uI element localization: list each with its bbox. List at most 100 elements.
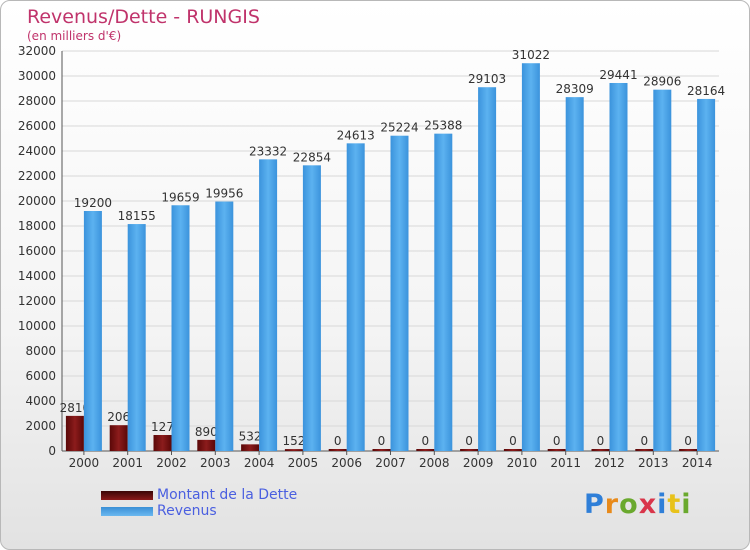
data-label-dette: 0 [597,434,605,448]
bar-dette [372,449,391,451]
logo-letter: o [619,489,639,520]
data-label-revenus: 22854 [293,150,331,164]
data-label-dette: 0 [421,434,429,448]
data-label-dette: 127 [151,420,174,434]
x-tick-label: 2004 [244,456,275,470]
bar-dette [679,449,698,451]
bar-dette [328,449,347,451]
data-label-dette: 0 [553,434,561,448]
y-tick-label: 4000 [25,394,56,408]
y-tick-label: 26000 [18,119,56,133]
bar-revenus [259,159,278,451]
bar-dette [65,415,84,451]
data-label-dette: 0 [509,434,517,448]
data-label-revenus: 24613 [337,128,375,142]
bar-dette [197,439,216,451]
logo-letter: r [604,489,620,520]
x-tick-label: 2000 [69,456,100,470]
y-tick-label: 22000 [18,169,56,183]
y-tick-label: 0 [48,444,56,458]
y-tick-label: 6000 [25,369,56,383]
x-tick-label: 2010 [507,456,538,470]
data-label-revenus: 19200 [74,196,112,210]
bar-dette [109,425,128,451]
x-tick-label: 2003 [200,456,231,470]
bar-revenus [390,135,409,451]
data-label-dette: 890 [195,425,218,439]
y-tick-label: 18000 [18,219,56,233]
data-label-revenus: 29441 [599,68,637,82]
data-label-dette: 206 [107,410,130,424]
data-label-dette: 2810 [60,401,91,415]
legend-item-dette: Montant de la Dette [101,487,297,503]
bar-dette [547,449,566,451]
data-label-dette: 0 [684,434,692,448]
bar-revenus [697,98,716,451]
data-label-revenus: 19956 [205,187,243,201]
x-tick-label: 2014 [682,456,713,470]
bar-dette [241,444,260,451]
y-tick-label: 12000 [18,294,56,308]
legend-item-revenus: Revenus [101,503,297,519]
bar-revenus [521,63,540,451]
bar-dette [284,449,303,451]
data-label-dette: 0 [378,434,386,448]
x-tick-label: 2005 [288,456,319,470]
data-label-revenus: 31022 [512,48,550,62]
data-label-dette: 0 [334,434,342,448]
bar-revenus [653,89,672,452]
chart-subtitle: (en milliers d'€) [27,29,122,43]
chart-title: Revenus/Dette - RUNGIS [27,6,260,28]
bar-dette [635,449,654,451]
bar-revenus [127,224,146,451]
data-label-dette: 152 [282,434,305,448]
data-label-dette: 532 [239,429,262,443]
bar-dette [416,449,435,451]
y-tick-label: 10000 [18,319,56,333]
y-tick-label: 2000 [25,419,56,433]
legend-swatch-dette [101,490,153,500]
data-label-dette: 0 [465,434,473,448]
y-tick-label: 16000 [18,244,56,258]
bar-revenus [302,165,321,451]
x-tick-label: 2011 [550,456,581,470]
x-tick-label: 2012 [594,456,625,470]
logo-letter: x [638,489,658,520]
data-label-revenus: 23332 [249,144,287,158]
legend-swatch-revenus [101,506,153,516]
data-label-revenus: 18155 [118,209,156,223]
data-label-revenus: 28906 [643,75,681,89]
y-tick-label: 8000 [25,344,56,358]
bar-revenus [215,201,234,451]
y-tick-label: 24000 [18,144,56,158]
x-tick-label: 2009 [463,456,494,470]
data-label-revenus: 29103 [468,72,506,86]
data-label-dette: 0 [640,434,648,448]
logo-text: Proxiti [584,489,692,520]
data-label-revenus: 25388 [424,119,462,133]
x-tick-label: 2007 [375,456,406,470]
data-label-revenus: 28164 [687,84,725,98]
data-label-revenus: 28309 [556,82,594,96]
y-tick-label: 28000 [18,94,56,108]
bar-revenus [171,205,190,451]
logo-letter: P [584,489,605,520]
legend: Montant de la Dette Revenus [101,487,297,519]
bar-revenus [346,143,365,451]
logo-letter: t [667,489,682,520]
x-tick-label: 2002 [156,456,187,470]
bar-revenus [609,82,628,452]
y-tick-label: 20000 [18,194,56,208]
legend-label-revenus: Revenus [157,503,217,519]
logo-letter: i [657,489,668,520]
x-tick-label: 2008 [419,456,450,470]
x-tick-label: 2001 [112,456,143,470]
data-label-revenus: 19659 [161,190,199,204]
data-label-revenus: 25224 [380,121,418,135]
x-tick-label: 2013 [638,456,669,470]
bar-dette [153,435,172,451]
y-tick-label: 30000 [18,69,56,83]
logo-letter: i [681,489,692,520]
